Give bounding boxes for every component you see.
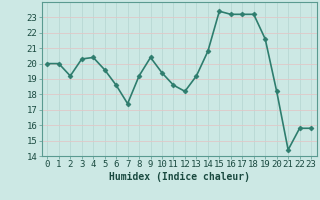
X-axis label: Humidex (Indice chaleur): Humidex (Indice chaleur): [109, 172, 250, 182]
